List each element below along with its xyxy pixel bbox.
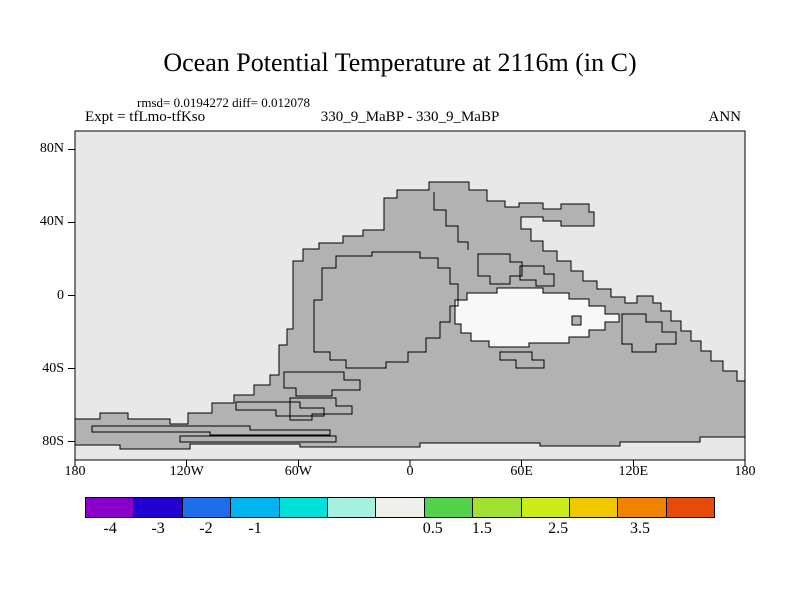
- stats-line: rmsd= 0.0194272 diff= 0.012078: [137, 95, 310, 110]
- colorbar-segment: [520, 497, 570, 518]
- x-axis-label: 180: [734, 464, 756, 479]
- colorbar-segment: [230, 497, 280, 518]
- page-title: Ocean Potential Temperature at 2116m (in…: [163, 48, 637, 77]
- x-axis-labels: 180 120W 60W 0 60E 120E 180: [65, 464, 756, 484]
- colorbar-segment: [568, 497, 619, 518]
- colorbar-segment: [375, 497, 425, 518]
- plot-frame: [74, 130, 746, 461]
- colorbar-segment: [326, 497, 377, 518]
- x-axis-label: 180: [64, 464, 86, 479]
- colorbar-segment: [472, 497, 522, 518]
- x-axis-label: 60E: [510, 464, 533, 479]
- shaded-region: [74, 181, 746, 450]
- colorbar-segment: [665, 497, 716, 518]
- colorbar-segment: [181, 497, 232, 518]
- y-axis-label: 40S: [42, 360, 64, 376]
- colorbar-label: 0.5: [422, 520, 443, 537]
- x-axis-label: 0: [406, 464, 414, 479]
- x-axis-label: 60W: [284, 464, 312, 479]
- colorbar-label: 1.5: [471, 520, 492, 537]
- colorbar-segments: [85, 497, 716, 518]
- comparison-label: 330_9_MaBP - 330_9_MaBP: [320, 109, 500, 125]
- colorbar-segment: [133, 497, 183, 518]
- y-axis-label: 80S: [42, 433, 64, 449]
- colorbar-label: -4: [103, 520, 117, 537]
- experiment-label: Expt = tfLmo-tfKso: [85, 109, 206, 125]
- contour-lines: [91, 192, 677, 443]
- colorbar-label: -2: [199, 520, 213, 537]
- colorbar-segment: [617, 497, 667, 518]
- colorbar-labels: -4 -3 -2 -1 0.5 1.5 2.5 3.5: [85, 520, 715, 542]
- colorbar-label: 2.5: [548, 520, 569, 537]
- colorbar-segment: [423, 497, 474, 518]
- colorbar-label: -3: [151, 520, 165, 537]
- colorbar-segment: [278, 497, 328, 518]
- colorbar-label: 3.5: [630, 520, 651, 537]
- y-axis-label: 80N: [39, 141, 64, 157]
- x-axis-label: 120E: [618, 464, 649, 479]
- y-axis-label: 0: [57, 287, 64, 303]
- x-axis-label: 120W: [169, 464, 204, 479]
- colorbar-segment: [85, 497, 135, 518]
- axis-ticks: [68, 148, 746, 467]
- period-label: ANN: [708, 109, 742, 125]
- y-axis-labels: 80N 40N 0 40S 80S: [0, 131, 64, 460]
- colorbar-label: -1: [248, 520, 262, 537]
- white-region: [454, 287, 620, 348]
- y-axis-label: 40N: [39, 214, 64, 230]
- inner-island: [571, 315, 582, 326]
